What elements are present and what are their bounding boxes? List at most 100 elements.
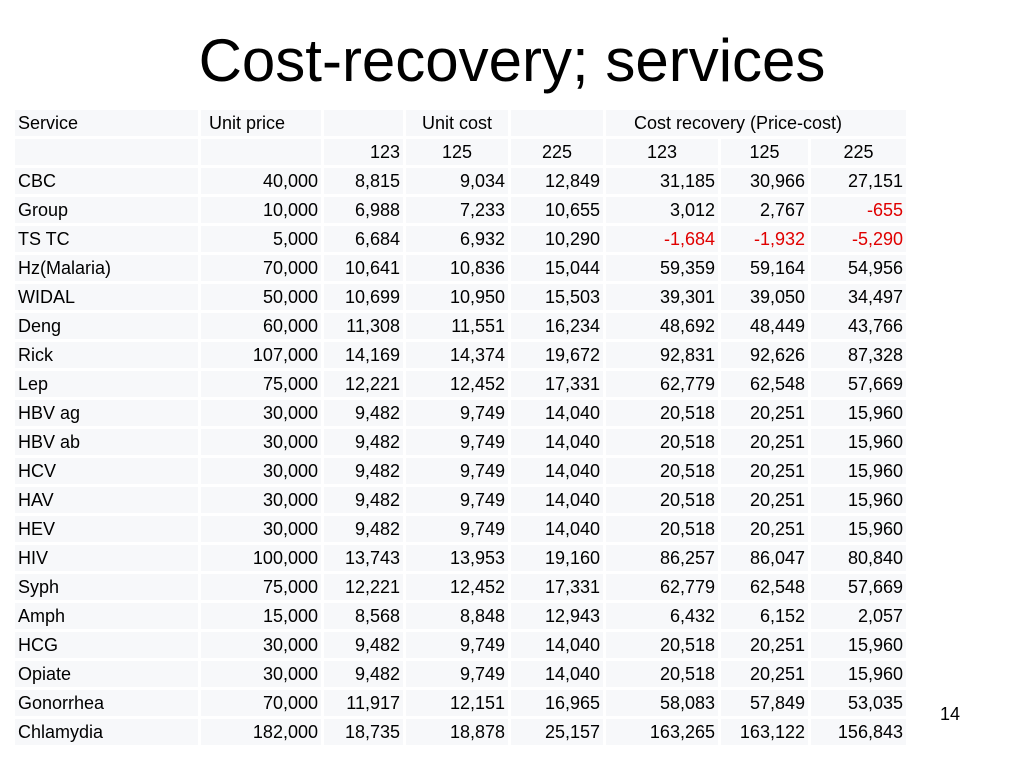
recovery-125-cell: 20,251	[721, 429, 808, 455]
unit-price-cell: 30,000	[201, 458, 321, 484]
recovery-125-cell: 48,449	[721, 313, 808, 339]
table-row: Lep 75,000 12,221 12,452 17,331 62,779 62,548 5…	[15, 371, 906, 397]
unit-cost-125-cell: 9,749	[406, 661, 508, 687]
unit-price-cell: 30,000	[201, 632, 321, 658]
table-body: Service Unit price Unit cost Cost recove…	[15, 110, 906, 745]
unit-price-cell: 30,000	[201, 516, 321, 542]
unit-cost-123-cell: 6,988	[324, 197, 403, 223]
unit-price-cell: 30,000	[201, 661, 321, 687]
unit-cost-123-cell: 8,568	[324, 603, 403, 629]
table-row: Hz(Malaria) 70,000 10,641 10,836 15,044 59,35…	[15, 255, 906, 281]
recovery-225-cell: 15,960	[811, 632, 906, 658]
recovery-225-cell: 57,669	[811, 574, 906, 600]
recovery-123-cell: 48,692	[606, 313, 718, 339]
service-name-cell: Deng	[15, 313, 198, 339]
recovery-225-cell: 2,057	[811, 603, 906, 629]
recovery-225-cell: -655	[811, 197, 906, 223]
recovery-123-cell: 20,518	[606, 429, 718, 455]
service-name-cell: HAV	[15, 487, 198, 513]
service-name-cell: HIV	[15, 545, 198, 571]
recovery-125-cell: 20,251	[721, 487, 808, 513]
unit-cost-225-cell: 15,044	[511, 255, 603, 281]
unit-cost-125-cell: 9,749	[406, 516, 508, 542]
recovery-125-cell: 2,767	[721, 197, 808, 223]
unit-cost-123-cell: 12,221	[324, 574, 403, 600]
service-name-cell: CBC	[15, 168, 198, 194]
unit-cost-125-cell: 10,836	[406, 255, 508, 281]
recovery-225-cell: 15,960	[811, 661, 906, 687]
unit-cost-225-cell: 19,672	[511, 342, 603, 368]
recovery-125-cell: 39,050	[721, 284, 808, 310]
unit-cost-123-cell: 13,743	[324, 545, 403, 571]
unit-cost-125-cell: 9,749	[406, 429, 508, 455]
unit-price-cell: 60,000	[201, 313, 321, 339]
service-name-cell: TS TC	[15, 226, 198, 252]
table-row: Deng 60,000 11,308 11,551 16,234 48,692 48,449…	[15, 313, 906, 339]
table-row: Rick 107,000 14,169 14,374 19,672 92,831 92,62…	[15, 342, 906, 368]
table-row: HBV ag 30,000 9,482 9,749 14,040 20,518 20,251…	[15, 400, 906, 426]
unit-cost-123-cell: 10,699	[324, 284, 403, 310]
unit-cost-123-cell: 9,482	[324, 516, 403, 542]
subheader-cost-225: 225	[511, 139, 603, 165]
unit-cost-225-cell: 14,040	[511, 429, 603, 455]
header-unit-cost: Unit cost	[406, 110, 508, 136]
unit-cost-125-cell: 12,452	[406, 371, 508, 397]
unit-price-cell: 182,000	[201, 719, 321, 745]
service-name-cell: HCV	[15, 458, 198, 484]
recovery-225-cell: 15,960	[811, 458, 906, 484]
recovery-125-cell: 59,164	[721, 255, 808, 281]
unit-cost-125-cell: 7,233	[406, 197, 508, 223]
unit-cost-123-cell: 14,169	[324, 342, 403, 368]
recovery-125-cell: 62,548	[721, 574, 808, 600]
recovery-123-cell: 6,432	[606, 603, 718, 629]
recovery-123-cell: 39,301	[606, 284, 718, 310]
table-row: HEV 30,000 9,482 9,749 14,040 20,518 20,251 15,…	[15, 516, 906, 542]
unit-cost-225-cell: 25,157	[511, 719, 603, 745]
unit-cost-125-cell: 9,749	[406, 400, 508, 426]
subheader-blank	[201, 139, 321, 165]
unit-cost-125-cell: 8,848	[406, 603, 508, 629]
recovery-123-cell: 62,779	[606, 574, 718, 600]
subheader-recovery-225: 225	[811, 139, 906, 165]
recovery-125-cell: 20,251	[721, 632, 808, 658]
unit-cost-125-cell: 9,749	[406, 487, 508, 513]
table-row: HAV 30,000 9,482 9,749 14,040 20,518 20,251 15,…	[15, 487, 906, 513]
recovery-125-cell: 57,849	[721, 690, 808, 716]
unit-cost-123-cell: 9,482	[324, 400, 403, 426]
unit-price-cell: 70,000	[201, 255, 321, 281]
header-blank	[511, 110, 603, 136]
service-name-cell: Lep	[15, 371, 198, 397]
recovery-123-cell: 59,359	[606, 255, 718, 281]
service-name-cell: Chlamydia	[15, 719, 198, 745]
recovery-125-cell: 6,152	[721, 603, 808, 629]
unit-price-cell: 107,000	[201, 342, 321, 368]
recovery-123-cell: 62,779	[606, 371, 718, 397]
unit-cost-123-cell: 11,917	[324, 690, 403, 716]
unit-cost-225-cell: 19,160	[511, 545, 603, 571]
service-name-cell: HBV ab	[15, 429, 198, 455]
unit-cost-125-cell: 13,953	[406, 545, 508, 571]
recovery-125-cell: 163,122	[721, 719, 808, 745]
unit-cost-125-cell: 6,932	[406, 226, 508, 252]
unit-cost-123-cell: 9,482	[324, 487, 403, 513]
unit-cost-123-cell: 8,815	[324, 168, 403, 194]
recovery-123-cell: 92,831	[606, 342, 718, 368]
table-row: Group 10,000 6,988 7,233 10,655 3,012 2,767 -65…	[15, 197, 906, 223]
recovery-225-cell: 80,840	[811, 545, 906, 571]
slide-title: Cost-recovery; services	[198, 27, 826, 94]
unit-cost-225-cell: 14,040	[511, 458, 603, 484]
recovery-125-cell: 62,548	[721, 371, 808, 397]
subheader-cost-123: 123	[324, 139, 403, 165]
table-row: Gonorrhea 70,000 11,917 12,151 16,965 58,083 5…	[15, 690, 906, 716]
unit-cost-225-cell: 14,040	[511, 632, 603, 658]
recovery-225-cell: 87,328	[811, 342, 906, 368]
header-service: Service	[15, 110, 198, 136]
recovery-225-cell: 156,843	[811, 719, 906, 745]
header-cost-recovery: Cost recovery (Price-cost)	[606, 110, 906, 136]
unit-cost-225-cell: 12,849	[511, 168, 603, 194]
table-row: Chlamydia 182,000 18,735 18,878 25,157 163,26…	[15, 719, 906, 745]
unit-cost-125-cell: 9,749	[406, 632, 508, 658]
recovery-123-cell: 20,518	[606, 516, 718, 542]
unit-cost-225-cell: 14,040	[511, 516, 603, 542]
table-row: HBV ab 30,000 9,482 9,749 14,040 20,518 20,251…	[15, 429, 906, 455]
